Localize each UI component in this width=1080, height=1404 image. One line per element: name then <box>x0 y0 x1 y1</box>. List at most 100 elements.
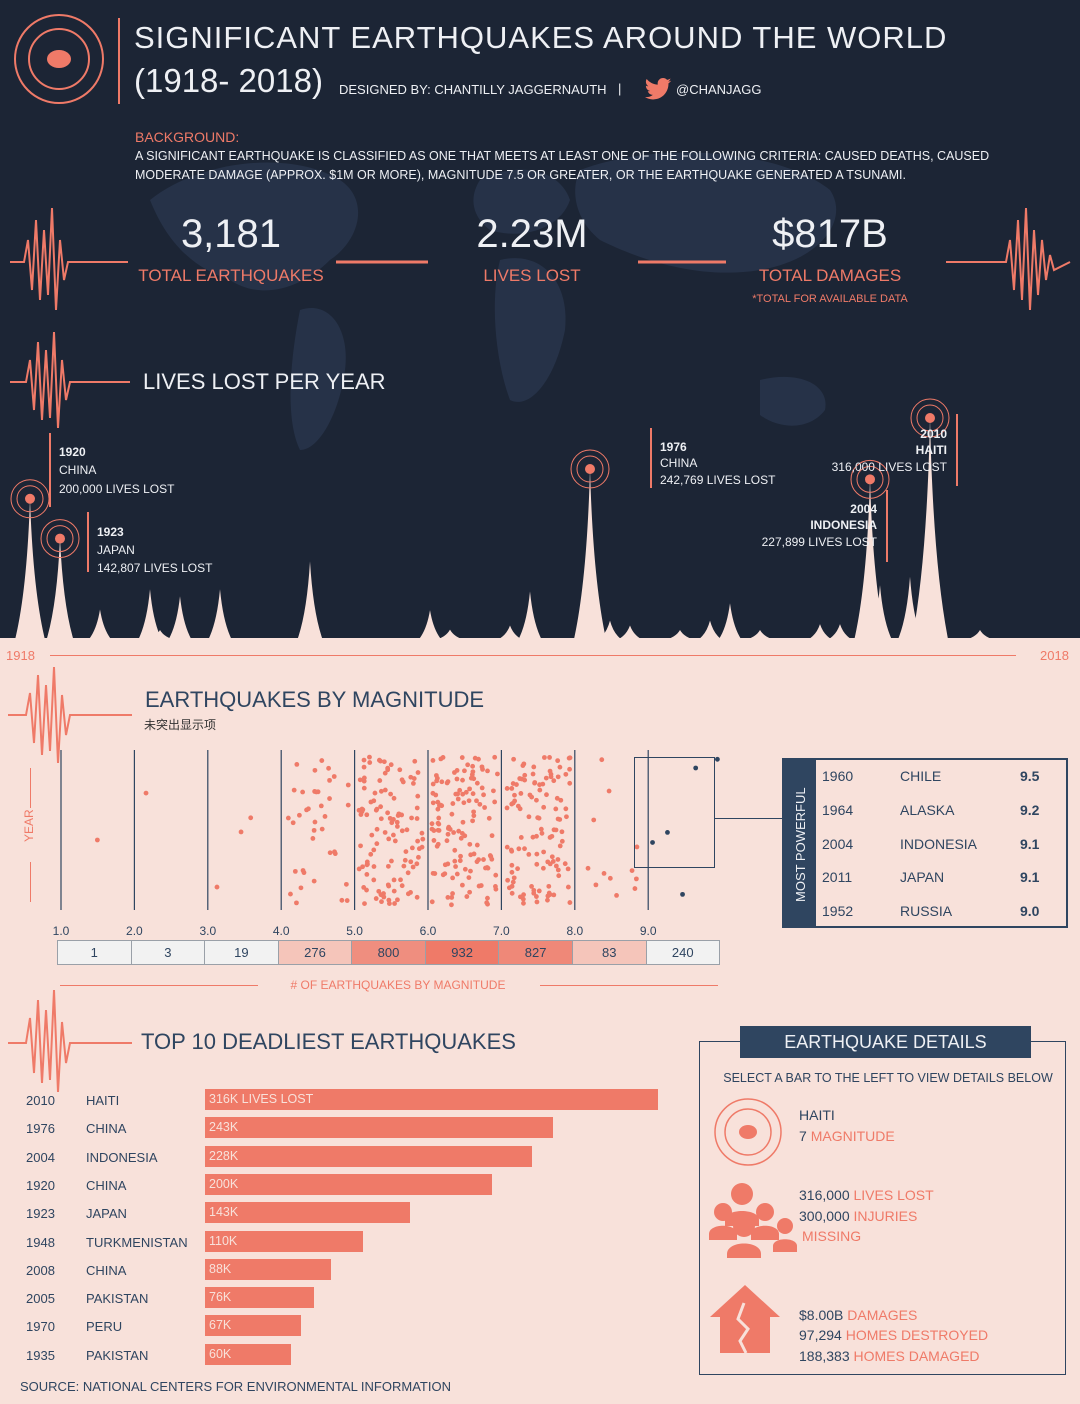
lives-peak-1999[interactable] <box>810 624 830 638</box>
magnitude-dot <box>389 858 394 864</box>
details-location: HAITI <box>799 1107 835 1123</box>
magnitude-dot <box>449 895 455 900</box>
twitter-handle[interactable]: @CHANJAGG <box>676 82 762 97</box>
lives-peak-1935[interactable] <box>169 596 191 638</box>
deadliest-bar[interactable] <box>205 1173 492 1195</box>
deadliest-bar[interactable] <box>205 1258 332 1280</box>
lives-peak-2015[interactable] <box>970 630 990 638</box>
page-title-years: (1918- 2018) <box>134 62 323 99</box>
deadliest-bar[interactable] <box>205 1202 410 1224</box>
magnitude-dot <box>458 835 464 841</box>
magnitude-dot <box>520 896 526 902</box>
details-damaged-label: HOMES DAMAGED <box>853 1348 980 1364</box>
lives-peak-1990[interactable] <box>719 603 741 638</box>
lives-peak-2001[interactable] <box>830 624 850 638</box>
magnitude-dot <box>484 865 490 870</box>
lives-peak-1962[interactable] <box>440 629 460 638</box>
peak-marker-1923 <box>40 519 80 559</box>
lives-peak-1976[interactable] <box>574 468 606 638</box>
magnitude-dot <box>504 786 510 791</box>
annotation-line-1920 <box>49 433 51 507</box>
most-powerful-table: MOST POWERFUL 1960 CHILE 9.5 1964 ALASKA 9.2 2… <box>782 758 1068 928</box>
deadliest-country: CHINA <box>86 1262 127 1278</box>
magnitude-bin-cell[interactable]: 932 <box>424 940 500 965</box>
magnitude-dot <box>331 774 337 779</box>
magnitude-dot <box>400 779 406 785</box>
magnitude-bin-cell[interactable]: 827 <box>498 940 573 965</box>
x-tick-label: 6.0 <box>419 924 437 938</box>
magnitude-bin-cell[interactable]: 240 <box>645 940 721 965</box>
lives-peak-1939[interactable] <box>209 589 231 638</box>
magnitude-dot <box>429 899 435 905</box>
lives-peak-1960[interactable] <box>419 610 441 638</box>
magnitude-dot <box>445 831 451 837</box>
magnitude-bin-cell[interactable]: 1 <box>57 940 132 965</box>
annotation-text-1976: 242,769 LIVES LOST <box>660 473 776 487</box>
magnitude-bin-cell[interactable]: 19 <box>204 940 279 965</box>
magnitude-bin-cell[interactable]: 276 <box>277 940 353 965</box>
lives-peak-1970[interactable] <box>519 591 541 638</box>
deadliest-bar[interactable] <box>205 1315 302 1337</box>
magnitude-dot <box>361 775 367 781</box>
magnitude-dot <box>680 891 685 897</box>
magnitude-dot <box>492 754 498 760</box>
magnitude-bins: 1 3 19 276 800 932 827 83 240 <box>57 940 721 965</box>
deadliest-bar[interactable] <box>205 1343 291 1365</box>
peak-marker-1920 <box>10 479 50 519</box>
magnitude-bin-cell[interactable]: 800 <box>351 940 426 965</box>
lives-peak-1993[interactable] <box>750 630 770 638</box>
magnitude-dot <box>345 782 351 788</box>
lives-peak-1933[interactable] <box>150 630 170 638</box>
magnitude-dot <box>371 864 377 869</box>
magnitude-dot <box>403 849 409 854</box>
magnitude-bin-cell[interactable]: 83 <box>571 940 647 965</box>
deadliest-country: PAKISTAN <box>86 1291 149 1307</box>
kpi-earthquakes-value: 3,181 <box>180 212 282 256</box>
lives-peak-2010[interactable] <box>912 418 948 638</box>
magnitude-dot <box>481 792 486 798</box>
magnitude-dot <box>505 877 511 883</box>
lives-peak-1978[interactable] <box>600 620 620 638</box>
magnitude-dot <box>474 842 480 848</box>
magnitude-dot <box>361 785 367 791</box>
magnitude-dot <box>460 777 465 783</box>
lives-peak-1988[interactable] <box>700 620 720 638</box>
magnitude-dot <box>456 828 462 834</box>
magnitude-dot <box>466 798 472 804</box>
magnitude-dot <box>326 765 331 771</box>
deadliest-bar[interactable] <box>205 1117 554 1139</box>
lives-peak-2005[interactable] <box>868 585 892 638</box>
lives-peak-1927[interactable] <box>89 609 111 638</box>
lives-peak-1932[interactable] <box>139 589 161 638</box>
deadliest-year: 2005 <box>26 1291 55 1307</box>
magnitude-dot <box>462 768 467 774</box>
magnitude-dot <box>339 897 345 903</box>
deadliest-bar[interactable] <box>205 1230 363 1252</box>
magnitude-dot <box>567 766 572 772</box>
lives-peak-1980[interactable] <box>620 625 640 638</box>
lives-peak-1920[interactable] <box>15 498 45 638</box>
magnitude-dot <box>445 895 451 900</box>
deadliest-bar[interactable] <box>205 1145 532 1167</box>
magnitude-bin-cell[interactable]: 3 <box>130 940 206 965</box>
annotation-line-1923 <box>87 512 89 572</box>
deadliest-bar[interactable] <box>205 1089 658 1110</box>
lives-peak-1968[interactable] <box>500 625 520 638</box>
magnitude-dot <box>526 814 532 820</box>
annotation-country-1923: JAPAN <box>97 543 135 557</box>
magnitude-dot <box>585 865 591 871</box>
magnitude-dot <box>555 774 561 780</box>
deadliest-bar-label: 110K <box>209 1233 238 1248</box>
lives-peak-1923[interactable] <box>47 538 73 638</box>
lives-peak-1948[interactable] <box>297 561 323 638</box>
magnitude-dot <box>450 891 455 896</box>
magnitude-dot <box>452 847 458 853</box>
deadliest-bar-label: 200K <box>209 1176 239 1191</box>
most-powerful-magnitude: 9.0 <box>1020 903 1040 920</box>
lives-peak-1985[interactable] <box>670 630 690 638</box>
twitter-icon[interactable] <box>644 78 672 100</box>
magnitude-dot <box>563 771 569 777</box>
deadliest-bar[interactable] <box>205 1287 314 1309</box>
lives-peak-2004[interactable] <box>854 479 886 638</box>
magnitude-dot <box>530 834 536 840</box>
